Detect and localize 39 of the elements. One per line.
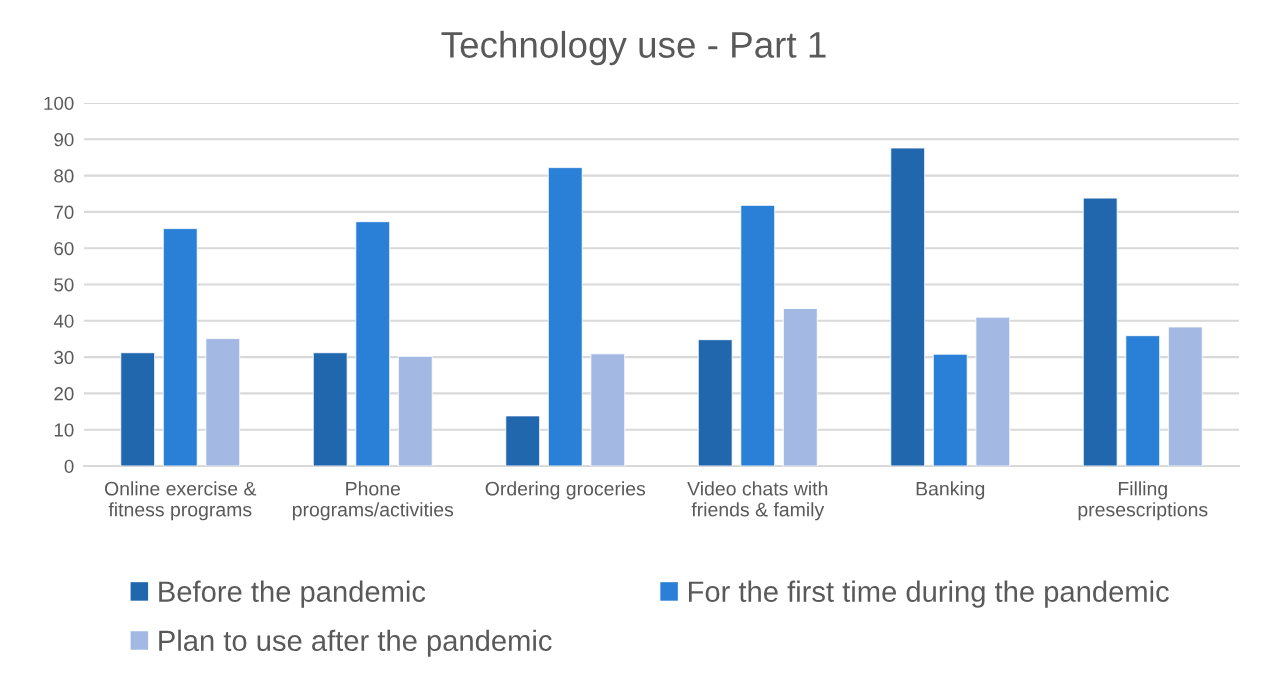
x-tick-label: Online exercise & fitness programs: [104, 481, 257, 521]
y-tick-label: 60: [54, 241, 74, 256]
bar: [975, 316, 1011, 466]
y-tick-label: 80: [54, 169, 74, 183]
y-tick-label: 10: [54, 423, 74, 437]
bar: [397, 355, 433, 466]
y-tick-label: 40: [53, 314, 74, 328]
legend-label: For the first time during the pandemic: [688, 580, 1169, 608]
bar: [1125, 335, 1161, 466]
y-tick-label: 70: [54, 205, 74, 219]
bar: [547, 167, 583, 466]
y-tick-label: 30: [54, 350, 74, 365]
bar: [205, 338, 241, 466]
bar: [355, 221, 391, 466]
bar: [932, 353, 968, 466]
bar: [782, 308, 818, 466]
bar: [120, 352, 156, 466]
x-tick-label: Banking: [916, 481, 985, 500]
x-tick-label: Filling presescriptions: [1078, 481, 1208, 521]
bar: [162, 228, 198, 466]
legend-label: Before the pandemic: [159, 580, 426, 608]
bar: [505, 415, 541, 466]
y-tick-label: 90: [54, 133, 74, 147]
bar: [697, 339, 733, 466]
bar: [740, 204, 776, 466]
bar: [312, 352, 348, 466]
bar: [1082, 197, 1118, 466]
chart-title: Technology use - Part 1: [441, 30, 826, 66]
x-tick-label: Phone programs/activities: [292, 481, 454, 521]
bar: [890, 147, 926, 466]
x-tick-label: Video chats with friends & family: [687, 481, 828, 521]
bar: [1167, 326, 1203, 466]
legend-label: Plan to use after the pandemic: [159, 629, 552, 657]
y-tick-label: 50: [54, 278, 74, 292]
y-tick-label: 0: [64, 459, 74, 473]
x-tick-label: Ordering groceries: [485, 481, 646, 500]
y-tick-label: 20: [54, 387, 74, 401]
bar: [590, 353, 626, 466]
y-tick-label: 100: [44, 96, 74, 110]
